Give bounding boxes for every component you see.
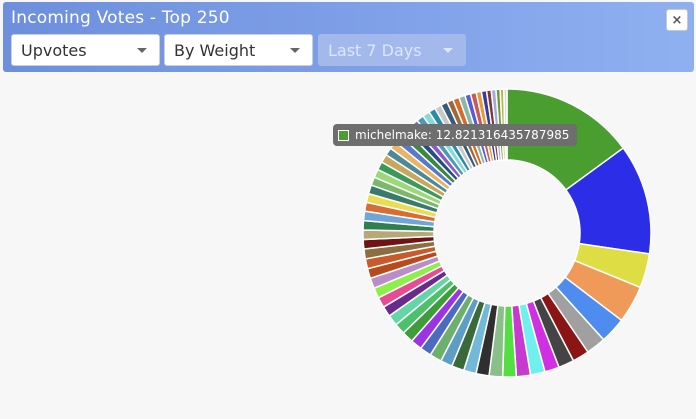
period-dropdown: Last 7 Days bbox=[318, 34, 466, 66]
window-title: Incoming Votes - Top 250 bbox=[11, 8, 230, 28]
chart-tooltip: michelmake: 12.821316435787985 bbox=[333, 124, 578, 146]
chevron-down-icon bbox=[137, 48, 147, 53]
vote-type-dropdown[interactable]: Upvotes bbox=[11, 34, 160, 66]
sort-value: By Weight bbox=[174, 40, 256, 60]
window-header: Incoming Votes - Top 250 × Upvotes By We… bbox=[3, 2, 694, 72]
chevron-down-icon bbox=[290, 48, 300, 53]
tooltip-label: michelmake: 12.821316435787985 bbox=[355, 128, 570, 142]
vote-type-value: Upvotes bbox=[21, 40, 87, 60]
chevron-down-icon bbox=[443, 48, 453, 53]
close-button[interactable]: × bbox=[666, 9, 688, 31]
tooltip-swatch bbox=[338, 129, 349, 141]
period-value: Last 7 Days bbox=[328, 40, 422, 60]
sort-dropdown[interactable]: By Weight bbox=[164, 34, 313, 66]
